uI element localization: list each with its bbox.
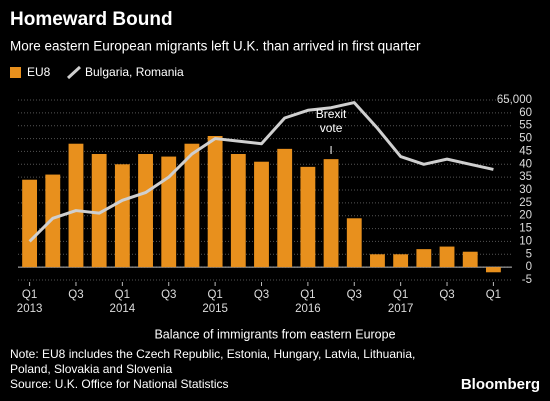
bar <box>207 136 223 268</box>
bar <box>114 164 130 268</box>
y-tick-label: 45 <box>519 145 532 157</box>
bar <box>91 154 107 268</box>
legend-label: EU8 <box>27 65 51 79</box>
annotation: Brexit <box>316 107 347 121</box>
x-tick-label: Q3 <box>347 289 362 301</box>
x-year-label: 2013 <box>17 303 43 315</box>
y-tick-label: 30 <box>519 184 532 196</box>
line <box>28 101 494 243</box>
chart-title: Homeward Bound <box>10 9 173 30</box>
x-year-label: 2016 <box>295 303 321 315</box>
bar <box>485 267 501 273</box>
bar <box>254 161 269 268</box>
bar <box>230 154 246 268</box>
x-tick-label: Q3 <box>161 289 176 301</box>
y-tick-label: 5 <box>526 248 532 260</box>
x-tick-label: Q1 <box>300 289 315 301</box>
x-tick-label: Q1 <box>207 289 222 301</box>
x-tick-label: Q1 <box>22 289 37 301</box>
source: Source: U.K. Office for National Statist… <box>10 377 229 391</box>
bar <box>416 249 432 268</box>
x-year-label: 2014 <box>110 303 136 315</box>
y-tick-label: 40 <box>519 158 532 170</box>
brand: Bloomberg <box>461 376 540 393</box>
bar <box>393 254 409 268</box>
y-tick-label: 20 <box>519 210 532 222</box>
annotation: vote <box>320 121 343 135</box>
bar <box>346 218 362 268</box>
y-tick-label: 25 <box>519 197 532 209</box>
x-year-label: 2017 <box>388 303 414 315</box>
legend-label: Bulgaria, Romania <box>85 65 184 79</box>
bar <box>138 154 153 268</box>
y-tick-label: 50 <box>519 133 532 145</box>
bar <box>45 174 61 268</box>
x-tick-label: Q1 <box>393 289 408 301</box>
bar <box>22 179 38 268</box>
legend-swatch <box>10 67 21 78</box>
bar <box>161 156 177 268</box>
bar <box>300 166 316 268</box>
bar <box>370 254 385 268</box>
x-tick-label: Q1 <box>115 289 130 301</box>
x-tick-label: Q1 <box>486 289 501 301</box>
y-tick-label: 0 <box>526 261 532 273</box>
y-tick-label: 10 <box>519 235 532 247</box>
x-tick-label: Q3 <box>254 289 269 301</box>
bar <box>68 143 84 268</box>
x-year-label: 2015 <box>202 303 228 315</box>
y-tick-label: 15 <box>519 223 532 235</box>
y-tick-label: 60 <box>519 107 532 119</box>
bar <box>439 246 455 268</box>
bar <box>277 148 293 268</box>
y-tick-label: -5 <box>522 274 532 286</box>
bar <box>184 143 200 268</box>
bar <box>462 251 478 268</box>
x-axis-label: Balance of immigrants from eastern Europ… <box>154 327 395 341</box>
y-tick-label: 65,000 <box>497 94 532 106</box>
y-tick-label: 55 <box>519 120 532 132</box>
legend-swatch <box>66 65 82 80</box>
x-tick-label: Q3 <box>68 289 83 301</box>
note: Poland, Slovakia and Slovenia <box>10 362 172 376</box>
chart-subtitle: More eastern European migrants left U.K.… <box>10 39 421 54</box>
note: Note: EU8 includes the Czech Republic, E… <box>10 347 415 361</box>
y-tick-label: 35 <box>519 171 532 183</box>
bar <box>323 159 339 268</box>
x-tick-label: Q3 <box>439 289 454 301</box>
